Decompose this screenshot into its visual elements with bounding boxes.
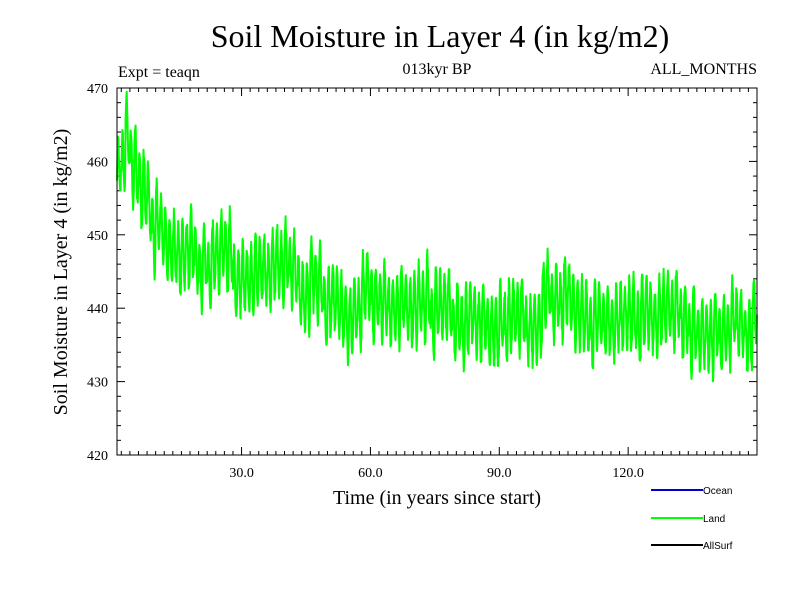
y-axis-label: Soil Moisture in Layer 4 (in kg/m2) bbox=[50, 129, 72, 416]
data-series-group bbox=[116, 90, 758, 383]
y-tick-label: 420 bbox=[87, 449, 108, 464]
experiment-label: Expt = teaqn bbox=[118, 64, 200, 81]
chart-title: Soil Moisture in Layer 4 (in kg/m2) bbox=[211, 18, 670, 54]
legend-label-allsurf: AllSurf bbox=[703, 541, 733, 552]
y-tick-label: 470 bbox=[87, 82, 108, 97]
tick-labels: 420 430 440 450 460 470 30.0 60.0 90.0 120.0 bbox=[87, 82, 644, 481]
period-label: 013kyr BP bbox=[403, 61, 472, 78]
y-tick-label: 430 bbox=[87, 376, 108, 391]
x-axis-label: Time (in years since start) bbox=[333, 487, 541, 509]
y-tick-label: 460 bbox=[87, 155, 108, 170]
axis-ticks bbox=[117, 87, 757, 456]
land-series-line bbox=[116, 90, 758, 383]
months-label: ALL_MONTHS bbox=[650, 61, 757, 78]
legend-label-land: Land bbox=[703, 514, 725, 525]
y-tick-label: 440 bbox=[87, 302, 108, 317]
x-tick-label: 60.0 bbox=[358, 466, 383, 481]
legend: Ocean Land AllSurf bbox=[651, 486, 733, 552]
x-tick-label: 120.0 bbox=[612, 466, 644, 481]
y-tick-label: 450 bbox=[87, 229, 108, 244]
x-tick-label: 90.0 bbox=[487, 466, 512, 481]
legend-label-ocean: Ocean bbox=[703, 486, 732, 497]
plot-frame bbox=[116, 87, 758, 456]
x-tick-label: 30.0 bbox=[229, 466, 254, 481]
